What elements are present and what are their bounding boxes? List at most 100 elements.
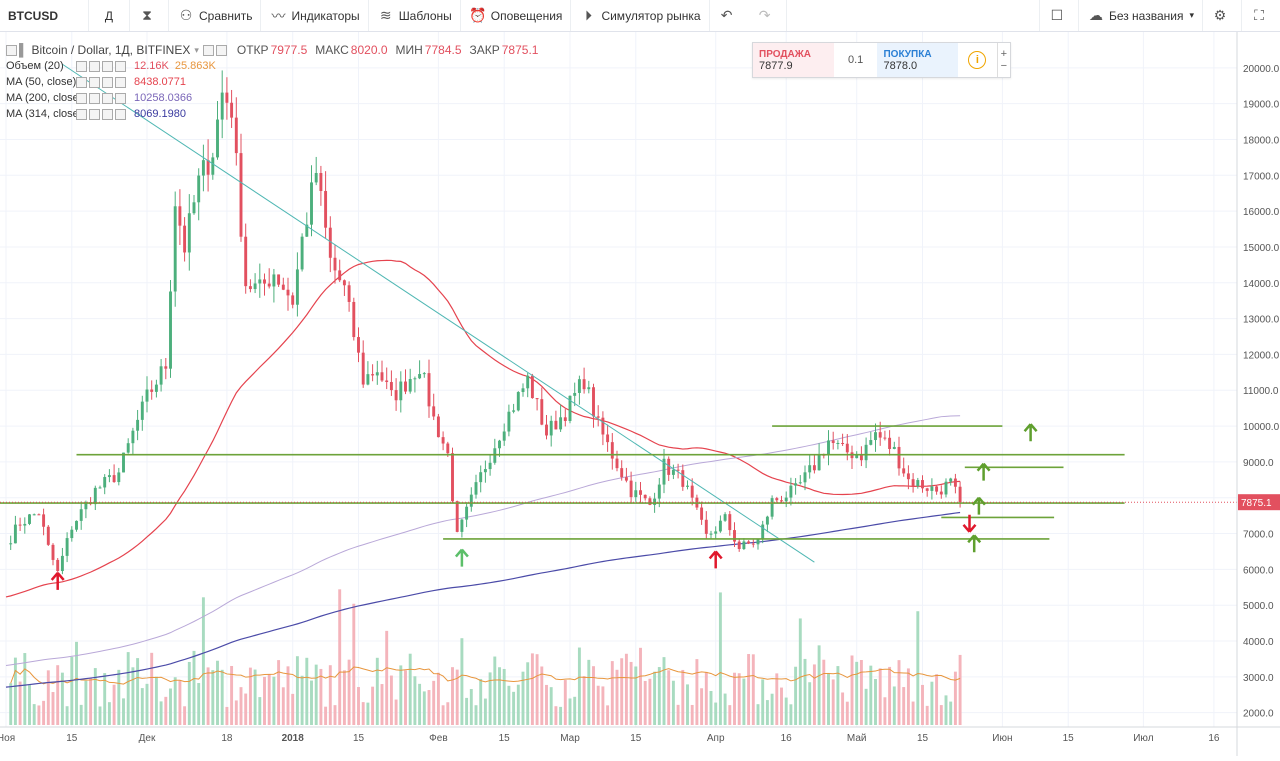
close-icon[interactable] — [115, 108, 126, 120]
candle — [592, 387, 595, 417]
settings-icon[interactable] — [89, 108, 100, 120]
interval-button[interactable]: Д — [89, 0, 130, 31]
close-icon[interactable] — [115, 60, 126, 72]
redo-button[interactable]: ↷ — [748, 0, 787, 31]
more-icon[interactable] — [102, 92, 113, 104]
trend-line — [62, 63, 815, 563]
candle — [606, 434, 610, 443]
volume-bar — [751, 654, 755, 725]
qty-stepper[interactable]: + − — [996, 43, 1010, 77]
more-icon[interactable] — [102, 60, 113, 72]
volume-bar — [56, 665, 60, 725]
volume-bar — [667, 670, 671, 725]
layout-name-button[interactable]: ☁ Без названия ▾ — [1079, 0, 1203, 31]
settings-icon[interactable] — [89, 76, 100, 88]
volume-bar — [89, 678, 93, 725]
volume-bar — [159, 701, 163, 725]
hide-box-icon[interactable] — [215, 44, 227, 56]
templates-label: Шаблоны — [398, 8, 452, 23]
volume-bar — [822, 659, 826, 725]
close-icon[interactable] — [115, 76, 126, 88]
candle — [761, 524, 765, 540]
candle — [432, 406, 436, 417]
ma200-line — [5, 415, 961, 666]
ma314-line — [5, 511, 961, 688]
eye-icon[interactable] — [76, 76, 87, 88]
candle — [357, 337, 360, 353]
arrow-icon — [1023, 423, 1038, 442]
minus-icon[interactable]: − — [1000, 60, 1008, 72]
candle — [751, 543, 755, 545]
candle — [615, 458, 619, 469]
indicators-button[interactable]: 〰 Индикаторы — [261, 0, 369, 31]
eye-icon[interactable] — [76, 108, 87, 120]
volume-bar — [493, 656, 497, 725]
buy-button[interactable]: ПОКУПКА 7878.0 — [877, 43, 959, 77]
candles-icon: ⧗ — [142, 7, 152, 23]
chart-area[interactable]: 2000.03000.04000.05000.06000.07000.08000… — [0, 32, 1280, 756]
candle — [18, 524, 22, 526]
legend-ma50-row: MA (50, close) 8438.0771 — [6, 74, 538, 90]
alerts-button[interactable]: ⏰ Оповещения — [461, 0, 572, 31]
volume-bar — [949, 701, 953, 725]
fullscreen-button[interactable]: ⛶ — [1242, 0, 1280, 31]
candle — [700, 507, 704, 520]
arrow-icon — [962, 514, 977, 533]
candle — [540, 399, 544, 425]
candle — [507, 411, 511, 432]
volume-bar — [549, 687, 553, 725]
more-icon[interactable] — [102, 76, 113, 88]
settings-button[interactable]: ⚙ — [1203, 0, 1242, 31]
candle — [775, 498, 779, 501]
volume-bar — [606, 705, 610, 725]
symbol-search[interactable]: BTCUSD — [0, 0, 89, 31]
chart-style-button[interactable]: ⧗ — [130, 0, 169, 31]
more-icon[interactable] — [102, 108, 113, 120]
price-chart[interactable]: 2000.03000.04000.05000.06000.07000.08000… — [0, 32, 1280, 756]
candle — [718, 520, 722, 532]
undo-button[interactable]: ↶ — [710, 0, 748, 31]
volume-bar — [51, 692, 55, 725]
candle — [906, 473, 910, 480]
buy-price: 7878.0 — [883, 59, 918, 72]
chevron-down-icon: ▾ — [1189, 10, 1194, 20]
compare-button[interactable]: ⚇ Сравнить — [169, 0, 262, 31]
volume-bar — [267, 674, 271, 725]
info-button[interactable]: i — [958, 43, 996, 77]
plus-icon[interactable]: + — [1000, 48, 1008, 60]
volume-bar — [281, 687, 285, 725]
candle — [728, 514, 732, 531]
candle — [107, 475, 111, 478]
fullscreen-frame-button[interactable]: ☐ — [1038, 0, 1079, 31]
templates-button[interactable]: ≋ Шаблоны — [369, 0, 461, 31]
volume-bar — [841, 692, 845, 725]
volume-bar — [686, 684, 689, 725]
candle — [65, 538, 69, 556]
close-icon[interactable] — [115, 92, 126, 104]
volume-bar — [79, 704, 83, 725]
volume-bar — [925, 705, 929, 725]
volume-bar — [587, 659, 591, 725]
trading-panel: ПРОДАЖА 7877.9 0.1 ПОКУПКА 7878.0 i + − — [752, 42, 1011, 78]
eye-icon[interactable] — [76, 60, 87, 72]
replay-button[interactable]: ⏵ Симулятор рынка — [571, 0, 710, 31]
volume-bar — [930, 681, 934, 725]
x-tick-label: Фев — [429, 733, 447, 744]
volume-bar — [592, 666, 595, 725]
volume-bar — [201, 597, 205, 725]
candle — [831, 440, 835, 444]
compare-icon: ⚇ — [179, 7, 193, 23]
candle — [939, 491, 943, 495]
settings-icon[interactable] — [89, 92, 100, 104]
high-label: МАКС — [315, 43, 349, 57]
eye-icon[interactable] — [76, 92, 87, 104]
quantity-field[interactable]: 0.1 — [834, 43, 878, 77]
volume-bar — [342, 670, 346, 725]
settings-icon[interactable] — [89, 60, 100, 72]
settings-box-icon[interactable] — [202, 44, 214, 56]
candle — [389, 382, 393, 391]
sell-label: ПРОДАЖА — [759, 48, 811, 60]
candle — [56, 559, 60, 572]
sell-button[interactable]: ПРОДАЖА 7877.9 — [753, 43, 834, 77]
collapse-icon[interactable] — [6, 44, 17, 56]
